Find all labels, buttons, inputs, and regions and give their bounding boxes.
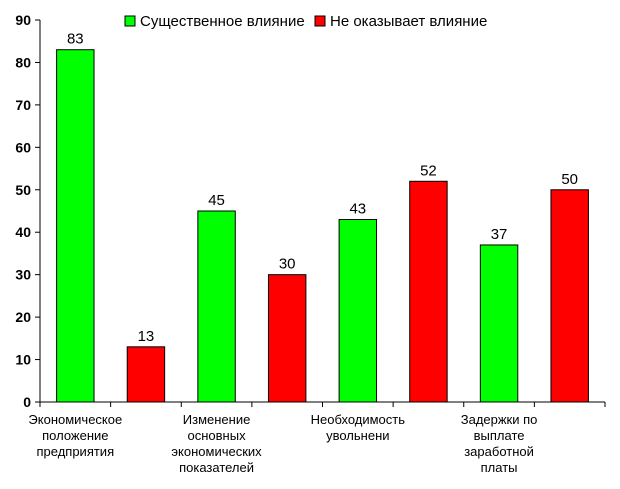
data-labels-layer: 83 45 43 37 13 30 52 50 [67, 31, 578, 345]
y-tick-label: 30 [15, 267, 31, 283]
y-tick-label: 80 [15, 54, 31, 70]
data-label: 45 [208, 192, 225, 209]
x-category-label-line: увольнени [326, 428, 389, 443]
x-category-label: Необходимость увольнени [311, 412, 406, 443]
legend-label: Не оказывает влияние [330, 13, 487, 30]
x-category-label-line: Изменение [183, 412, 251, 427]
bar [409, 180, 448, 403]
y-tick-label: 90 [15, 12, 31, 28]
x-category-label-line: положение [42, 428, 108, 443]
data-label: 52 [420, 162, 437, 179]
bar [126, 346, 166, 403]
x-category-label-line: платы [481, 460, 518, 475]
x-category-label: Задержки по выплате заработной платы [461, 412, 538, 475]
data-label: 83 [67, 31, 84, 48]
data-label: 13 [138, 328, 155, 345]
legend: Существенное влияние Не оказывает влияние [124, 13, 487, 30]
x-category-label-line: экономических [171, 444, 262, 459]
x-category-label-line: выплате [474, 428, 525, 443]
y-tick-label: 20 [15, 309, 31, 325]
x-category-label-line: Задержки по [461, 412, 538, 427]
bar [338, 218, 378, 403]
y-tick-label: 0 [23, 394, 31, 410]
x-category-label-line: основных [188, 428, 247, 443]
x-category-label-line: Экономическое [28, 412, 122, 427]
y-tick-label: 40 [15, 224, 31, 240]
data-label: 37 [491, 226, 508, 243]
bar [267, 274, 307, 403]
y-tick-label: 60 [15, 139, 31, 155]
bar [550, 189, 589, 403]
y-tick-label: 10 [15, 352, 31, 368]
x-category-label: Экономическое положение предприятия [28, 412, 122, 459]
x-category-label: Изменение основных экономических показателе… [171, 412, 262, 475]
x-category-label-line: Необходимость [311, 412, 406, 427]
x-category-label-line: показателей [179, 460, 254, 475]
bar [197, 210, 236, 403]
x-axis: Экономическое положение предприятия Изменен… [28, 401, 606, 475]
data-label: 30 [279, 256, 296, 273]
y-tick-label: 50 [15, 182, 31, 198]
legend-swatch [124, 15, 136, 27]
y-axis: 0 10 20 30 40 50 60 70 80 90 [15, 12, 41, 410]
data-label: 43 [349, 200, 366, 217]
x-category-label-line: заработной [464, 444, 534, 459]
bar [479, 244, 519, 403]
legend-swatch [314, 15, 326, 27]
y-tick-label: 70 [15, 97, 31, 113]
x-category-label-line: предприятия [36, 444, 114, 459]
bar [56, 49, 95, 403]
bars-layer [56, 49, 589, 403]
data-label: 50 [561, 171, 578, 188]
legend-label: Существенное влияние [140, 13, 305, 30]
